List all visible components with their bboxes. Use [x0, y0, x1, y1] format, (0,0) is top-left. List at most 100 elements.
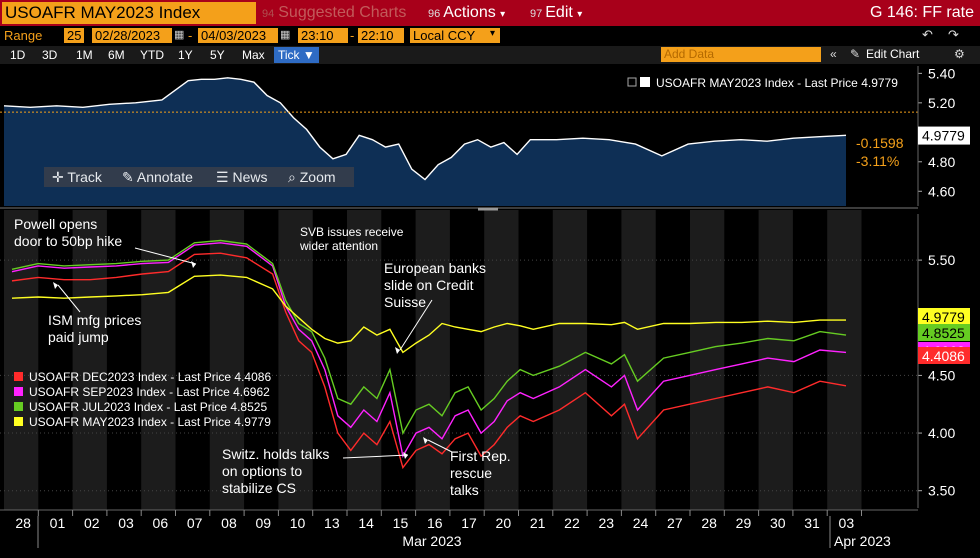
calendar-icon[interactable]: ▦ [280, 29, 291, 41]
annotation-line: rescue [450, 465, 492, 481]
x-tick-label: 03 [839, 515, 855, 531]
last-value-box [918, 324, 970, 341]
change-pct-label: -3.11% [856, 153, 899, 169]
series-line [11, 252, 847, 470]
price-line [3, 77, 847, 181]
edit-label: Edit [545, 4, 573, 21]
x-tick-label: 24 [633, 515, 649, 531]
x-tick-label: 17 [461, 515, 477, 531]
x-tick-label: 22 [564, 515, 580, 531]
x-tick-label: 14 [358, 515, 374, 531]
redo-icon[interactable]: ↷ [948, 27, 959, 42]
period-1y[interactable]: 1Y [178, 48, 193, 62]
pencil-icon[interactable]: ✎ [850, 47, 861, 61]
day-shade-20 [690, 210, 725, 510]
calendar-icon[interactable]: ▦ [174, 29, 185, 41]
y-tick-label: 4.50 [928, 367, 955, 383]
time-dash: - [350, 28, 355, 43]
annotation-0: Powell opens door to 50bp hike [14, 216, 122, 249]
news-label: News [232, 169, 268, 185]
day-shade-0 [4, 210, 39, 510]
x-group-label: Mar 2023 [402, 533, 461, 549]
period-max[interactable]: Max [242, 48, 265, 62]
change-label: -0.1598 [856, 135, 904, 151]
currency-select[interactable]: Local CCY [410, 28, 500, 43]
last-value-label: 4.4086 [922, 348, 965, 364]
settings-icon[interactable]: ⚙ [954, 47, 965, 61]
chevron-down-icon: ▾ [577, 9, 583, 20]
tick-button[interactable]: Tick ▼ [274, 47, 319, 63]
annotation-line: stabilize CS [222, 480, 296, 496]
y-tick-label: 5.50 [928, 252, 955, 268]
last-value-box [918, 308, 970, 325]
day-shade-24 [827, 210, 862, 510]
zoom-tool[interactable]: ⌕ Zoom [288, 169, 336, 185]
annotation-2: SVB issues receive wider attention [299, 225, 404, 253]
annotation-1: ISM mfg prices paid jump [48, 312, 141, 345]
track-label: Track [67, 169, 102, 185]
end-date-field[interactable]: 04/03/2023 [198, 28, 278, 43]
suggested-charts-menu[interactable]: 94 Suggested Charts [262, 2, 422, 24]
x-tick-label: 30 [770, 515, 786, 531]
actions-number: 96 [428, 8, 441, 20]
legend-swatch [640, 77, 650, 87]
annotation-pointer [399, 299, 433, 351]
series-line [11, 274, 846, 354]
news-tool[interactable]: ☰ News [216, 169, 268, 185]
add-data-input[interactable]: Add Data [661, 47, 821, 62]
edit-menu[interactable]: 97 Edit ▾ [530, 2, 582, 24]
legend-entry: USOAFR JUL2023 Index - Last Price 4.8525 [29, 400, 267, 414]
chart-name: G 146: FF rate [869, 4, 974, 21]
annotation-4: Switz. holds talks on options to stabilize… [222, 446, 329, 496]
period-ytd[interactable]: YTD [140, 48, 164, 62]
actions-label: Actions [443, 4, 496, 21]
period-1m[interactable]: 1M [76, 48, 93, 62]
legend-entry: USOAFR MAY2023 Index - Last Price 4.9779 [656, 76, 898, 90]
suggested-charts-label: Suggested Charts [278, 4, 407, 21]
y-tick-label: 4.00 [928, 425, 955, 441]
annotation-line: paid jump [48, 329, 109, 345]
annotate-tool[interactable]: ✎ Annotate [122, 169, 193, 185]
day-shade-2 [72, 210, 107, 510]
annotation-line: on options to [222, 463, 302, 479]
period-1d[interactable]: 1D [10, 48, 26, 62]
x-tick-label: 01 [50, 515, 66, 531]
range-count-field[interactable]: 25 [64, 28, 84, 43]
edit-number: 97 [530, 8, 543, 20]
start-date-field[interactable]: 02/28/2023 [92, 28, 172, 43]
undo-icon[interactable]: ↶ [922, 27, 933, 42]
start-time-field[interactable]: 23:10 [298, 28, 348, 43]
x-tick-label: 20 [496, 515, 512, 531]
edit-chart-button[interactable]: Edit Chart [866, 47, 920, 61]
security-title[interactable]: USOAFR MAY2023 Index [2, 2, 256, 24]
x-tick-label: 28 [15, 515, 31, 531]
x-tick-label: 08 [221, 515, 237, 531]
annotation-line: Suisse [384, 294, 426, 310]
day-shade-4 [141, 210, 176, 510]
x-tick-label: 02 [84, 515, 100, 531]
period-5y[interactable]: 5Y [210, 48, 225, 62]
period-3d[interactable]: 3D [42, 48, 58, 62]
annotation-arrowhead [395, 347, 400, 354]
x-tick-label: 23 [598, 515, 614, 531]
last-value-box [918, 347, 970, 364]
legend-entry: USOAFR MAY2023 Index - Last Price 4.9779 [29, 415, 271, 429]
period-6m[interactable]: 6M [108, 48, 125, 62]
legend-entry: USOAFR SEP2023 Index - Last Price 4.6962 [29, 385, 270, 399]
last-value-box [918, 126, 970, 145]
range-row: Range 25 02/28/2023 ▦ - 04/03/2023 ▦ 23:… [0, 27, 980, 45]
last-value-label: 4.9779 [922, 128, 965, 144]
track-tool[interactable]: ✛ Track [52, 169, 102, 185]
annotation-pointer [342, 454, 409, 459]
legend-swatch [14, 417, 23, 426]
end-time-field[interactable]: 22:10 [358, 28, 404, 43]
collapse-icon[interactable]: « [830, 47, 837, 61]
suggested-charts-number: 94 [262, 8, 275, 20]
actions-menu[interactable]: 96 Actions ▾ [428, 2, 505, 24]
day-column-shading [4, 210, 862, 510]
series-line [11, 239, 847, 436]
chevron-down-icon: ▾ [500, 9, 506, 20]
legend-toggle-icon [627, 77, 637, 87]
x-tick-label: 06 [153, 515, 169, 531]
